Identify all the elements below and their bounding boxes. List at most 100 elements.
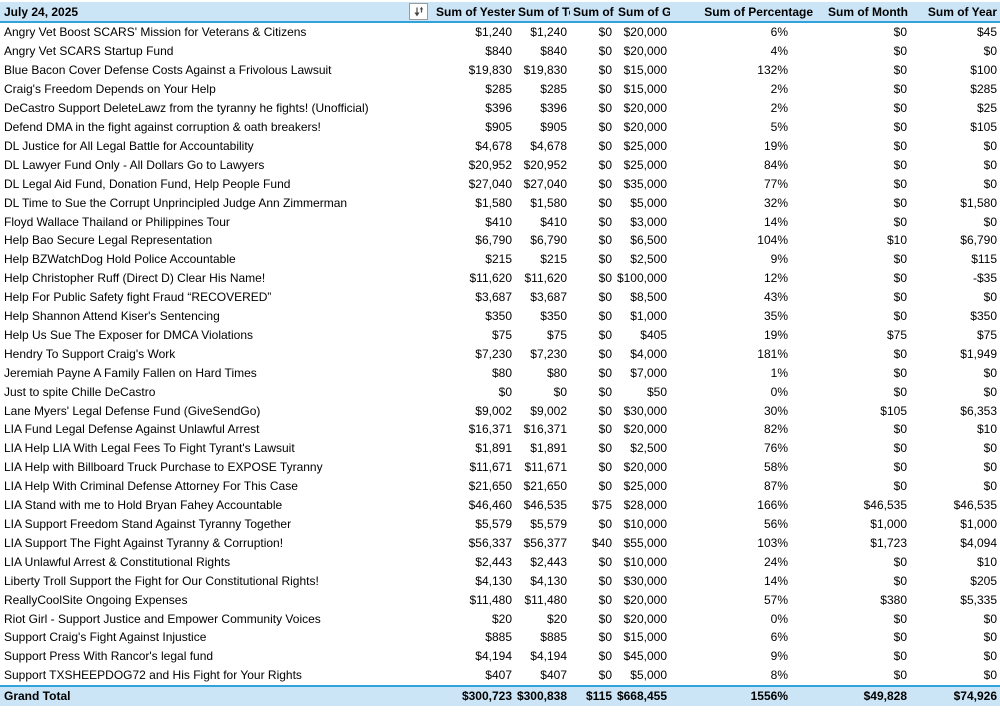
yesterday-cell[interactable]: $27,040: [468, 176, 512, 191]
today-cell[interactable]: $885: [540, 630, 567, 645]
campaign-name-cell[interactable]: LIA Support Freedom Stand Against Tyrann…: [4, 517, 292, 532]
month-cell[interactable]: $105: [880, 403, 907, 418]
month-cell[interactable]: $1,723: [870, 535, 907, 550]
today-cell[interactable]: $75: [546, 327, 567, 342]
change-cell[interactable]: $0: [598, 630, 612, 645]
today-cell[interactable]: $285: [540, 82, 567, 97]
year-cell[interactable]: $0: [983, 214, 997, 229]
year-cell[interactable]: $6,353: [960, 403, 997, 418]
change-cell[interactable]: $0: [598, 668, 612, 683]
percentage-cell[interactable]: 87%: [763, 479, 788, 494]
year-cell[interactable]: $0: [983, 649, 997, 664]
campaign-name-cell[interactable]: Riot Girl - Support Justice and Empower …: [4, 611, 321, 626]
goal-cell[interactable]: $35,000: [623, 176, 667, 191]
year-cell[interactable]: $0: [983, 479, 997, 494]
month-cell[interactable]: $380: [880, 592, 907, 607]
campaign-name-cell[interactable]: Floyd Wallace Thailand or Philippines To…: [4, 214, 230, 229]
yesterday-cell[interactable]: $7,230: [475, 346, 512, 361]
change-cell[interactable]: $0: [598, 176, 612, 191]
header-sum-of-goal[interactable]: Sum of Goal: [618, 4, 670, 19]
goal-cell[interactable]: $4,000: [630, 346, 667, 361]
percentage-cell[interactable]: 181%: [757, 346, 788, 361]
today-cell[interactable]: $3,687: [530, 290, 567, 305]
year-cell[interactable]: $6,790: [960, 233, 997, 248]
campaign-name-cell[interactable]: Hendry To Support Craig's Work: [4, 346, 176, 361]
change-cell[interactable]: $0: [598, 195, 612, 210]
month-cell[interactable]: $0: [893, 101, 907, 116]
change-cell[interactable]: $0: [598, 403, 612, 418]
year-cell[interactable]: $0: [983, 668, 997, 683]
year-cell[interactable]: $0: [983, 290, 997, 305]
today-cell[interactable]: $5,579: [530, 517, 567, 532]
change-cell[interactable]: $0: [598, 441, 612, 456]
year-cell[interactable]: $1,580: [960, 195, 997, 210]
percentage-cell[interactable]: 24%: [763, 554, 788, 569]
campaign-name-cell[interactable]: Jeremiah Payne A Family Fallen on Hard T…: [4, 365, 257, 380]
change-cell[interactable]: $0: [598, 157, 612, 172]
percentage-cell[interactable]: 56%: [763, 517, 788, 532]
yesterday-cell[interactable]: $19,830: [468, 63, 512, 78]
campaign-name-cell[interactable]: DL Justice for All Legal Battle for Acco…: [4, 138, 254, 153]
percentage-cell[interactable]: 43%: [763, 290, 788, 305]
goal-cell[interactable]: $25,000: [623, 479, 667, 494]
percentage-cell[interactable]: 84%: [763, 157, 788, 172]
percentage-cell[interactable]: 9%: [770, 252, 788, 267]
month-cell[interactable]: $46,535: [863, 498, 907, 513]
yesterday-cell[interactable]: $11,620: [469, 271, 513, 286]
goal-cell[interactable]: $1,000: [630, 309, 667, 324]
year-cell[interactable]: $0: [983, 441, 997, 456]
today-cell[interactable]: $11,671: [524, 460, 568, 475]
percentage-cell[interactable]: 6%: [770, 630, 788, 645]
change-cell[interactable]: $0: [598, 554, 612, 569]
year-cell[interactable]: $1,000: [960, 517, 997, 532]
year-cell[interactable]: $4,094: [960, 535, 997, 550]
month-cell[interactable]: $0: [893, 611, 907, 626]
grand-total-month[interactable]: $49,828: [863, 689, 907, 704]
grand-total-percentage[interactable]: 1556%: [750, 689, 788, 704]
month-cell[interactable]: $0: [893, 668, 907, 683]
percentage-cell[interactable]: 4%: [770, 44, 788, 59]
today-cell[interactable]: $2,443: [530, 554, 567, 569]
yesterday-cell[interactable]: $407: [485, 668, 512, 683]
change-cell[interactable]: $0: [598, 422, 612, 437]
change-cell[interactable]: $0: [598, 214, 612, 229]
today-cell[interactable]: $21,650: [523, 479, 567, 494]
today-cell[interactable]: $350: [540, 309, 567, 324]
year-cell[interactable]: $0: [983, 611, 997, 626]
today-cell[interactable]: $20: [546, 611, 567, 626]
goal-cell[interactable]: $10,000: [623, 517, 667, 532]
goal-cell[interactable]: $2,500: [630, 441, 667, 456]
year-cell[interactable]: $45: [976, 25, 997, 40]
campaign-name-cell[interactable]: Blue Bacon Cover Defense Costs Against a…: [4, 63, 332, 78]
today-cell[interactable]: $80: [546, 365, 567, 380]
percentage-cell[interactable]: 57%: [763, 592, 788, 607]
year-cell[interactable]: $115: [971, 252, 997, 267]
goal-cell[interactable]: $15,000: [623, 63, 667, 78]
goal-cell[interactable]: $8,500: [630, 290, 667, 305]
year-cell[interactable]: $1,949: [960, 346, 997, 361]
month-cell[interactable]: $0: [893, 44, 907, 59]
today-cell[interactable]: $410: [540, 214, 567, 229]
today-cell[interactable]: $7,230: [530, 346, 567, 361]
campaign-name-cell[interactable]: Help Christopher Ruff (Direct D) Clear H…: [4, 271, 266, 286]
percentage-cell[interactable]: 2%: [770, 101, 788, 116]
campaign-name-cell[interactable]: Support TXSHEEPDOG72 and His Fight for Y…: [4, 668, 302, 683]
campaign-name-cell[interactable]: Support Craig's Fight Against Injustice: [4, 630, 207, 645]
goal-cell[interactable]: $55,000: [623, 535, 667, 550]
goal-cell[interactable]: $5,000: [630, 668, 667, 683]
percentage-cell[interactable]: 58%: [763, 460, 788, 475]
today-cell[interactable]: $905: [540, 119, 567, 134]
month-cell[interactable]: $0: [893, 63, 907, 78]
year-cell[interactable]: $0: [983, 460, 997, 475]
goal-cell[interactable]: $100,000: [616, 271, 667, 286]
goal-cell[interactable]: $20,000: [623, 592, 667, 607]
month-cell[interactable]: $0: [893, 176, 907, 191]
header-sum-of-yesterday[interactable]: Sum of Yesterday: [436, 4, 515, 19]
change-cell[interactable]: $0: [598, 290, 612, 305]
campaign-name-cell[interactable]: DeCastro Support DeleteLawz from the tyr…: [4, 101, 369, 116]
month-cell[interactable]: $0: [893, 573, 907, 588]
today-cell[interactable]: $19,830: [523, 63, 567, 78]
yesterday-cell[interactable]: $80: [491, 365, 512, 380]
month-cell[interactable]: $0: [893, 290, 907, 305]
month-cell[interactable]: $0: [893, 195, 907, 210]
